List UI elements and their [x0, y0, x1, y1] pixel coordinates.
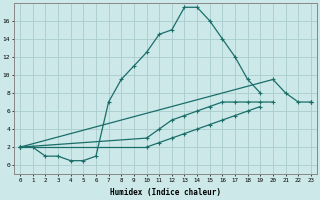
X-axis label: Humidex (Indice chaleur): Humidex (Indice chaleur): [110, 188, 221, 197]
